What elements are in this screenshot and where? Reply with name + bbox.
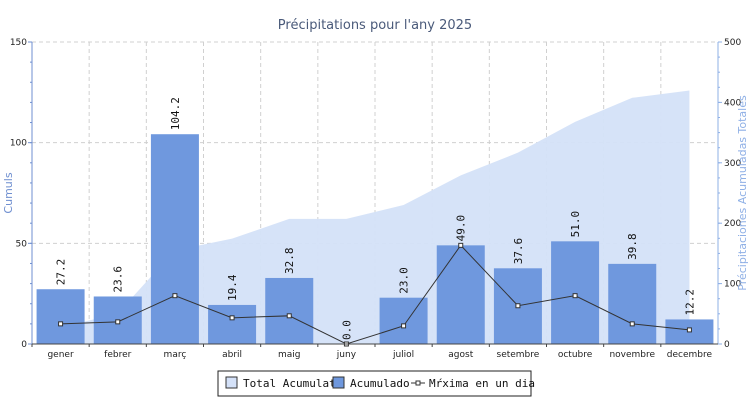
line-marker — [286, 313, 292, 319]
data-labels: 27.2 23.6 104.2 19.4 32.8 0.0 23.0 49.0 37.6 51.0… — [55, 97, 697, 340]
legend-label-bar: Acumulado — [350, 377, 410, 390]
bar-juliol — [379, 297, 428, 344]
x-tick-label: novembre — [609, 350, 655, 360]
x-tick-label: octubre — [558, 350, 593, 360]
y-tick-label-left: 50 — [16, 239, 28, 249]
axes: 0 50 100 150 0 100 200 300 400 500 gener febrer març… — [10, 38, 742, 360]
bar-series — [36, 134, 714, 344]
line-marker — [115, 319, 121, 325]
x-tick-label: abril — [222, 350, 242, 360]
bar-març — [150, 134, 199, 344]
x-tick-label: maig — [278, 350, 301, 360]
bar-agost — [436, 245, 485, 344]
bar-value-label: 32.8 — [283, 247, 296, 274]
legend: Total Acumulat Acumulado Mŕxima en un dia — [217, 370, 535, 397]
line-marker — [686, 327, 692, 333]
legend-swatch-area — [225, 376, 238, 389]
y-tick-label-left: 0 — [21, 340, 27, 350]
y-tick-label-right: 400 — [724, 98, 741, 108]
bar-value-label: 27.2 — [55, 259, 68, 286]
bar-value-label: 23.0 — [398, 267, 411, 294]
y-tick-label-left: 150 — [10, 38, 27, 48]
line-marker — [172, 293, 178, 299]
bar-octubre — [551, 241, 600, 344]
x-tick-label: març — [164, 350, 187, 360]
bar-value-label: 51.0 — [569, 211, 582, 238]
line-marker — [572, 293, 578, 299]
y-tick-label-right: 0 — [724, 340, 730, 350]
bar-value-label: 12.2 — [683, 289, 696, 316]
bar-value-label: 19.4 — [226, 274, 239, 301]
y-tick-label-right: 200 — [724, 219, 741, 229]
legend-label-line: Mŕxima en un dia — [429, 377, 535, 390]
y-tick-label-right: 300 — [724, 159, 741, 169]
line-marker — [401, 323, 407, 329]
line-marker — [458, 242, 464, 248]
bar-value-label: 104.2 — [169, 97, 182, 130]
max-line-series — [58, 242, 692, 347]
legend-label-area: Total Acumulat — [243, 377, 336, 390]
chart-title: Précipitations pour l'any 2025 — [278, 18, 472, 33]
bar-value-label: 39.8 — [626, 233, 639, 260]
line-marker — [229, 315, 235, 321]
bar-gener — [36, 289, 85, 344]
x-tick-label: juliol — [392, 350, 414, 360]
legend-box — [217, 370, 532, 397]
bar-value-label: 0.0 — [340, 320, 353, 340]
line-marker — [629, 321, 635, 327]
legend-swatch-marker — [415, 380, 421, 386]
bar-maig — [265, 277, 314, 344]
line-marker — [58, 321, 64, 327]
x-tick-label: agost — [448, 350, 473, 360]
x-tick-label: setembre — [497, 350, 540, 360]
x-tick-label: juny — [336, 350, 357, 360]
bar-value-label: 37.6 — [512, 238, 525, 265]
line-marker — [515, 303, 521, 309]
x-tick-label: decembre — [667, 350, 713, 360]
bar-value-label: 23.6 — [112, 266, 125, 293]
y-axis-right-label: Précipitaciones Acumuladas Totales — [736, 95, 749, 291]
line-maxima — [60, 244, 690, 345]
y-axis-left-label: Cumuls — [2, 172, 15, 213]
x-tick-label: febrer — [104, 350, 131, 360]
bar-value-label: 49.0 — [455, 215, 468, 242]
y-tick-label-right: 100 — [724, 280, 741, 290]
bar-novembre — [608, 263, 657, 344]
y-tick-label-left: 100 — [10, 139, 27, 149]
legend-swatch-bar — [332, 376, 345, 389]
y-tick-label-right: 500 — [724, 38, 741, 48]
x-tick-label: gener — [47, 350, 73, 360]
